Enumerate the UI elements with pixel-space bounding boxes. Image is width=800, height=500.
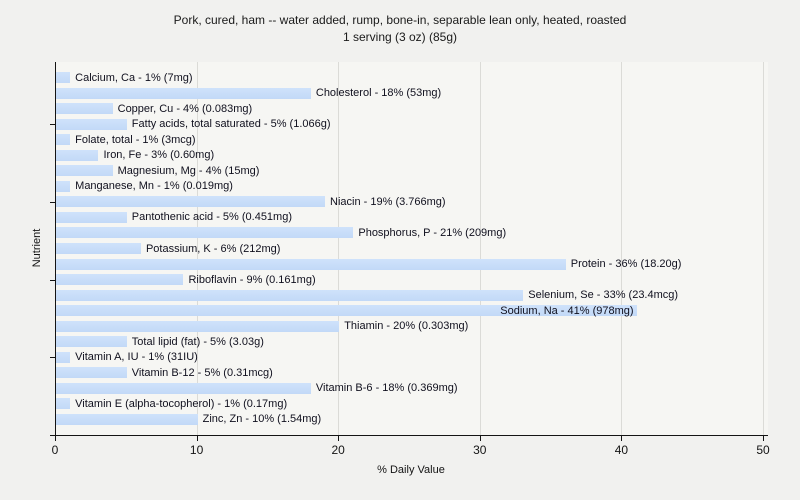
bar (56, 274, 184, 286)
bar (56, 180, 71, 192)
x-axis-tick-label-0: 0 (51, 443, 59, 457)
bar-label: Phosphorus, P - 21% (209mg) (358, 226, 507, 239)
bar (56, 72, 71, 84)
bar (56, 103, 113, 115)
x-axis-tick-label-20: 20 (331, 443, 345, 457)
bar-label: Calcium, Ca - 1% (7mg) (75, 71, 193, 84)
x-axis-tick-label-50: 50 (756, 443, 770, 457)
x-axis-tick-label-10: 10 (189, 443, 204, 457)
bar (56, 289, 524, 301)
y-axis-tick-5 (50, 357, 55, 358)
bar-label: Thiamin - 20% (0.303mg) (344, 320, 469, 333)
bar-label: Vitamin A, IU - 1% (31IU) (75, 351, 198, 364)
bar-label: Total lipid (fat) - 5% (3.03g) (131, 335, 264, 348)
bar-label: Sodium, Na - 41% (978mg) (500, 304, 634, 317)
x-axis-tick-30 (479, 436, 481, 441)
bar-label: Folate, total - 1% (3mcg) (75, 133, 196, 146)
bar (56, 87, 311, 99)
bar-label: Copper, Cu - 4% (0.083mg) (117, 102, 253, 115)
bar (56, 351, 71, 363)
x-axis-label: % Daily Value (377, 464, 445, 476)
x-axis-tick-40 (621, 436, 623, 441)
x-axis-tick-label-30: 30 (473, 443, 487, 457)
gridline-40 (621, 62, 623, 435)
bar-label: Fatty acids, total saturated - 5% (1.066… (131, 118, 331, 131)
bar (56, 305, 637, 317)
gridline-30 (479, 62, 481, 435)
bar-label: Zinc, Zn - 10% (1.54mg) (202, 413, 322, 426)
bar-label: Riboflavin - 9% (0.161mg) (188, 273, 316, 286)
bar (56, 196, 326, 208)
bar-label: Protein - 36% (18.20g) (570, 258, 682, 271)
bar-label: Iron, Fe - 3% (0.60mg) (103, 149, 215, 162)
bar (56, 367, 127, 379)
plot-area: Calcium, Ca - 1% (7mg) Cholesterol - 18% … (55, 62, 768, 436)
bar-label: Manganese, Mn - 1% (0.019mg) (75, 180, 233, 193)
y-axis-tick-10 (50, 280, 55, 281)
bar (56, 413, 198, 425)
bar (56, 320, 340, 332)
bar (56, 243, 141, 254)
y-axis-label: Nutrient (31, 228, 43, 268)
bar-label: Niacin - 19% (3.766mg) (330, 195, 446, 208)
bar (56, 134, 71, 146)
chart-title-line2: 1 serving (3 oz) (85g) (342, 30, 458, 44)
bar-label: Vitamin E (alpha-tocopherol) - 1% (0.17m… (75, 397, 288, 410)
bar (56, 382, 311, 394)
gridline-20 (338, 62, 340, 435)
bar-label: Vitamin B-12 - 5% (0.31mcg) (131, 366, 273, 379)
bar-label: Pantothenic acid - 5% (0.451mg) (131, 211, 292, 224)
bar (56, 258, 566, 270)
gridline-50 (763, 62, 764, 435)
bar-label: Potassium, K - 6% (212mg) (145, 242, 281, 255)
bar (56, 336, 127, 348)
gridline-10 (196, 62, 198, 435)
y-axis-tick-20 (50, 124, 55, 125)
chart-title-line1: Pork, cured, ham -- water added, rump, b… (173, 13, 627, 27)
bar (56, 211, 127, 223)
bar-label: Vitamin B-6 - 18% (0.369mg) (315, 382, 458, 395)
x-axis-tick-50 (763, 436, 764, 441)
y-axis-tick-15 (50, 202, 55, 203)
bar-label: Selenium, Se - 33% (23.4mcg) (528, 289, 679, 302)
x-axis-tick-0 (55, 436, 56, 441)
bar (56, 398, 71, 410)
chart-title: Pork, cured, ham -- water added, rump, b… (0, 12, 800, 46)
bar (56, 149, 99, 161)
bar-label: Magnesium, Mg - 4% (15mg) (117, 164, 260, 177)
bar (56, 165, 113, 177)
x-axis-tick-label-40: 40 (614, 443, 629, 457)
bar (56, 227, 354, 239)
bar (56, 118, 127, 130)
x-axis-tick-20 (338, 436, 340, 441)
x-axis-tick-10 (196, 436, 198, 441)
bar-label: Cholesterol - 18% (53mg) (315, 87, 442, 100)
y-axis-tick-0 (50, 435, 55, 436)
